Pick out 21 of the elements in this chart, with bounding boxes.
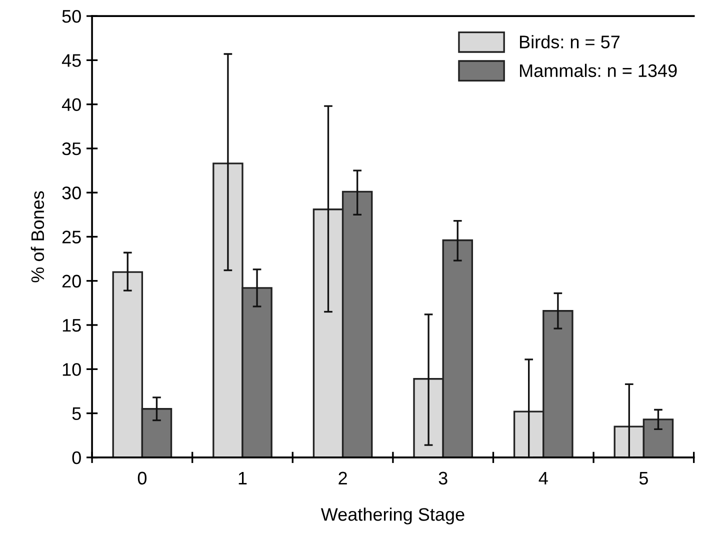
legend-label: Mammals: n = 1349 (520, 64, 677, 78)
x-tick-label: 0 (138, 472, 147, 485)
y-tick-label: 15 (62, 319, 81, 332)
x-tick-label: 1 (238, 472, 247, 484)
x-tick-label: 5 (639, 472, 648, 485)
y-tick-label: 35 (62, 142, 81, 156)
x-tick-label: 2 (338, 472, 347, 484)
legend-label: Birds: n = 57 (520, 35, 620, 48)
y-tick-label: 50 (62, 10, 81, 23)
y-axis-title: % of Bones (30, 191, 44, 282)
x-axis-title: Weathering Stage (320, 508, 464, 524)
y-tick-label: 10 (62, 363, 81, 376)
y-tick-label: 0 (72, 451, 81, 464)
y-tick-label: 5 (72, 407, 81, 420)
y-tick-label: 20 (62, 274, 81, 288)
x-tick-label: 4 (538, 472, 548, 484)
y-tick-label: 45 (62, 54, 81, 67)
y-tick-label: 40 (62, 98, 81, 112)
x-tick-label: 3 (438, 472, 448, 485)
y-tick-label: 25 (62, 230, 81, 244)
y-tick-label: 30 (62, 186, 81, 200)
